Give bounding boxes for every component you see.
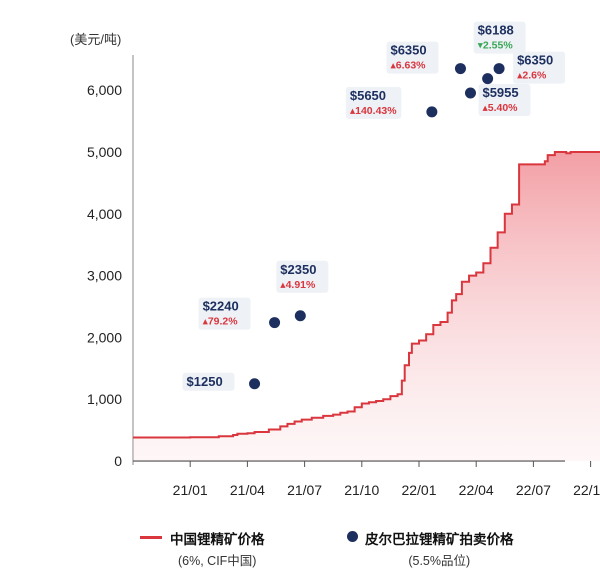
price-area-fill xyxy=(133,152,600,461)
y-tick-label: 0 xyxy=(114,453,122,469)
auction-points: $1250 $2240 ▴79.2% $2350 ▴4.91% $5650 ▴140.43%… xyxy=(182,21,566,391)
price-label-box xyxy=(198,297,251,330)
price-label: $6188 xyxy=(478,23,514,38)
change-label: ▴79.2% xyxy=(203,316,239,328)
auction-point xyxy=(464,87,476,99)
auction-point xyxy=(426,106,438,118)
price-label-box xyxy=(182,372,235,391)
y-tick-label: 2,000 xyxy=(87,329,122,345)
x-tick-label: 21/04 xyxy=(230,482,265,498)
legend-dot-entry: 皮尔巴拉锂精矿拍卖价格 (5.5%品位) xyxy=(365,528,514,569)
legend-line-entry: 中国锂精矿价格 (6%, CIF中国) xyxy=(170,528,265,569)
y-tick-label: 4,000 xyxy=(87,206,122,222)
change-label: ▴2.6% xyxy=(517,70,547,82)
legend-line-sub: (6%, CIF中国) xyxy=(178,554,257,568)
x-ticks: 21/01 21/04 21/07 21/10 22/01 22/04 22/07 22/10 xyxy=(173,461,600,498)
x-tick-label: 21/10 xyxy=(344,482,379,498)
x-tick-label: 22/01 xyxy=(401,482,436,498)
price-label-box xyxy=(478,83,531,116)
price-label: $5650 xyxy=(350,88,386,103)
legend-line-label: 中国锂精矿价格 xyxy=(170,532,265,547)
price-label: $2240 xyxy=(203,299,239,314)
price-label-box xyxy=(386,41,439,74)
price-label: $1250 xyxy=(187,374,223,389)
change-label: ▾2.55% xyxy=(478,40,514,52)
price-label: $5955 xyxy=(482,85,518,100)
y-tick-label: 6,000 xyxy=(87,82,122,98)
price-label-box xyxy=(473,21,526,54)
price-label: $6350 xyxy=(517,53,553,68)
y-ticks: 0 1,000 2,000 3,000 4,000 5,000 6,000 xyxy=(87,82,122,469)
legend-dot-sub: (5.5%品位) xyxy=(408,554,471,568)
y-tick-label: 3,000 xyxy=(87,268,122,284)
price-label: $2350 xyxy=(280,262,316,277)
china-price-line xyxy=(133,151,600,439)
price-label-box xyxy=(345,86,402,119)
y-unit-label: (美元/吨) xyxy=(70,32,121,47)
x-tick-label: 22/10 xyxy=(573,482,600,498)
change-label: ▴4.91% xyxy=(280,279,316,291)
lithium-price-chart: (美元/吨) 0 1,000 2,000 3,000 4,000 5,000 6,000 2… xyxy=(70,21,600,498)
change-label: ▴140.43% xyxy=(350,105,397,117)
legend-dot-swatch xyxy=(347,531,358,542)
x-tick-label: 22/04 xyxy=(459,482,494,498)
auction-point xyxy=(294,310,306,322)
auction-point xyxy=(249,378,261,390)
change-label: ▴5.40% xyxy=(482,102,518,114)
x-tick-label: 21/01 xyxy=(173,482,208,498)
x-tick-label: 21/07 xyxy=(287,482,322,498)
auction-point xyxy=(269,317,281,329)
legend-dot-label: 皮尔巴拉锂精矿拍卖价格 xyxy=(365,532,514,547)
y-tick-label: 1,000 xyxy=(87,391,122,407)
price-label: $6350 xyxy=(390,43,426,58)
auction-point xyxy=(454,63,466,75)
price-label-box xyxy=(276,260,329,293)
auction-point xyxy=(493,63,505,75)
x-tick-label: 22/07 xyxy=(516,482,551,498)
y-tick-label: 5,000 xyxy=(87,144,122,160)
price-label-box xyxy=(513,51,566,84)
legend-line-swatch xyxy=(140,536,162,539)
auction-point xyxy=(482,73,494,85)
change-label: ▴6.63% xyxy=(390,60,426,72)
